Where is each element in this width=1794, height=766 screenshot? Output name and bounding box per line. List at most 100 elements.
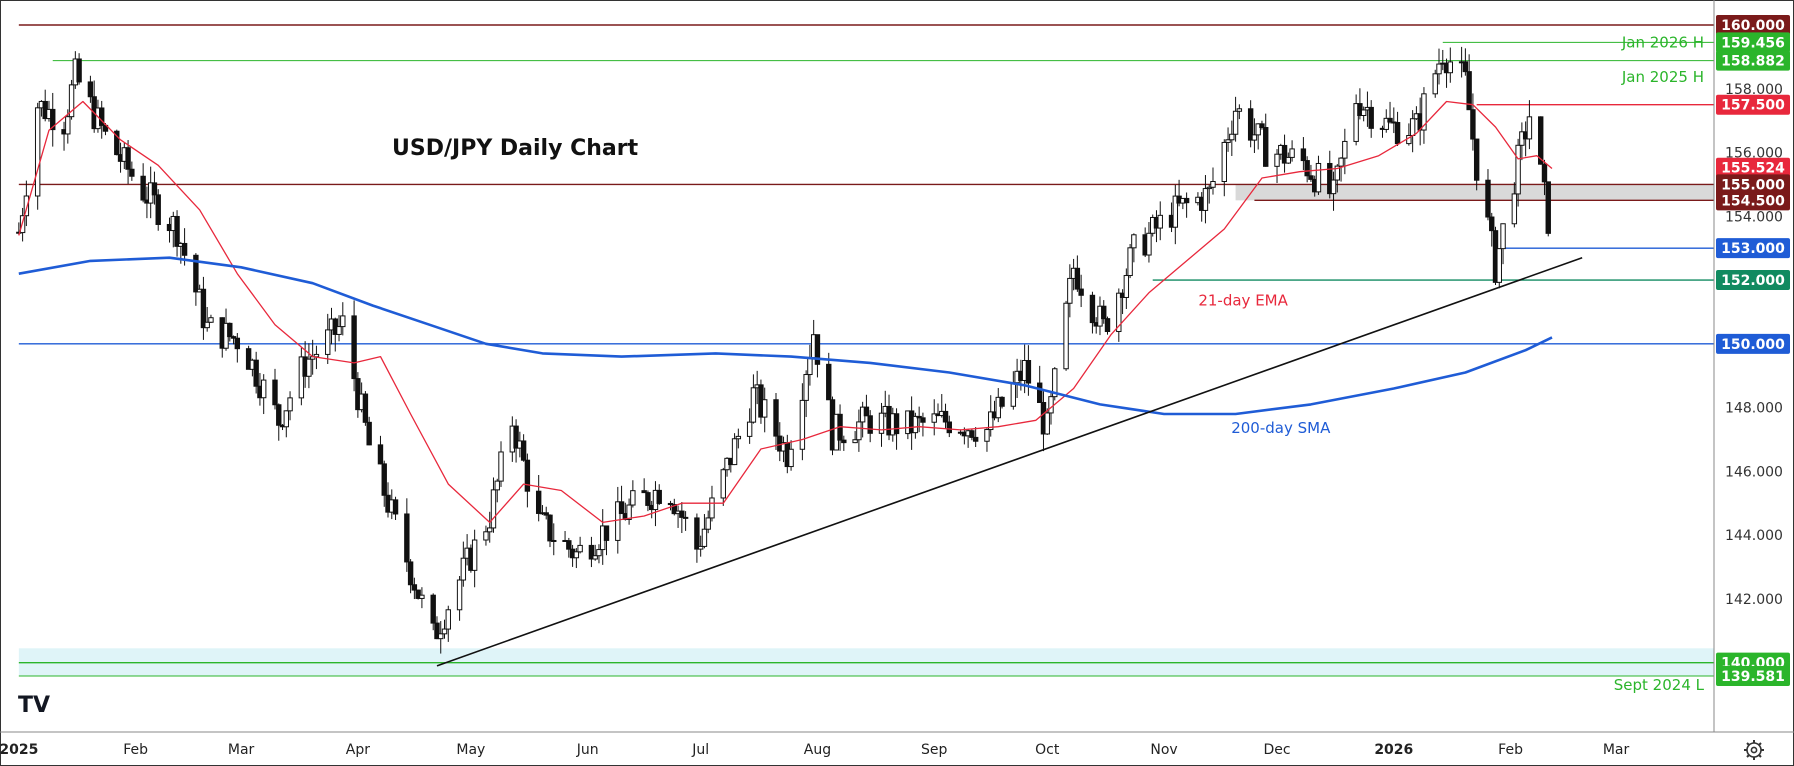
candle-body: [705, 517, 711, 530]
candle-body: [682, 516, 689, 519]
price-tag-label: 152.000: [1721, 273, 1785, 289]
time-tick-label: Mar: [1603, 742, 1630, 758]
annotation-label: Sept 2024 L: [1614, 676, 1705, 694]
candle-body: [946, 421, 952, 434]
candle-body: [298, 356, 305, 399]
settings-gear-icon[interactable]: [1744, 740, 1764, 760]
candle-body: [1037, 382, 1043, 403]
candle-body: [1025, 359, 1032, 384]
price-tick-label: 144.000: [1725, 528, 1783, 544]
candle-body: [1101, 305, 1107, 320]
time-tick-label: Dec: [1263, 742, 1290, 758]
candle-body: [1236, 108, 1243, 112]
candle-body: [694, 517, 700, 550]
price-tag: [1716, 333, 1790, 354]
candle-body: [253, 359, 259, 387]
candle-body: [1281, 144, 1288, 164]
candle-body: [1255, 123, 1261, 136]
price-tag-label: 160.000: [1721, 18, 1785, 34]
price-axis[interactable]: 158.000 156.000 154.000 148.000 146.000 144.0…: [1716, 15, 1790, 686]
candle-body: [826, 363, 832, 401]
candle-body: [1383, 117, 1389, 130]
candle-body: [1360, 109, 1367, 117]
candle-body: [1496, 248, 1502, 283]
candle-body: [788, 448, 794, 468]
candle-body: [381, 463, 387, 496]
candle-body: [487, 527, 493, 533]
candle-body: [471, 539, 478, 571]
candle-body: [1394, 122, 1401, 145]
candle-body: [878, 412, 885, 434]
candle-body: [893, 413, 900, 435]
candle-body: [814, 334, 821, 365]
time-tick-label: 2025: [0, 742, 38, 758]
time-axis[interactable]: 2025 Feb Mar Apr May Jun Jul Aug Sep Oct Nov Dec 202…: [0, 742, 1630, 758]
candle-body: [641, 490, 647, 494]
candle-body: [287, 397, 293, 412]
candle-body: [524, 459, 531, 492]
candle-body: [1063, 302, 1069, 370]
candle-body: [841, 439, 847, 444]
candle-body: [272, 379, 278, 406]
trendline-layer: [436, 256, 1583, 667]
candles-layer: [16, 46, 1551, 654]
candle-body: [720, 469, 726, 499]
candle-body: [1342, 140, 1348, 159]
candle-body: [193, 254, 199, 293]
candle-body: [1338, 157, 1344, 167]
price-tag-label: 158.882: [1721, 54, 1785, 70]
candle-body: [1300, 148, 1307, 162]
tradingview-logo-text: TV: [18, 693, 50, 718]
candle-body: [916, 415, 922, 419]
series-line-0: [18, 100, 1553, 524]
candle-body: [999, 396, 1005, 407]
candle-body: [1172, 195, 1179, 228]
price-tag-label: 150.000: [1721, 337, 1785, 353]
candle-body: [1232, 110, 1239, 135]
chart-title: USD/JPY Daily Chart: [392, 136, 639, 161]
candle-body: [404, 513, 410, 563]
price-tag: [1716, 32, 1790, 53]
candle-body: [573, 551, 580, 559]
candle-body: [1466, 71, 1472, 111]
time-tick-label: 2026: [1374, 742, 1413, 758]
price-tag: [1716, 270, 1790, 291]
price-tag-label: 153.000: [1721, 241, 1785, 257]
candle-body: [283, 410, 289, 428]
candle-body: [1304, 160, 1310, 177]
price-tag: [1716, 666, 1790, 686]
candle-body: [1206, 186, 1212, 190]
candle-body: [799, 399, 806, 450]
candle-body: [1334, 165, 1340, 181]
candle-body: [1515, 144, 1521, 195]
candle-body: [1489, 216, 1495, 232]
candle-body: [535, 490, 542, 514]
candle-body: [34, 107, 41, 197]
candle-body: [671, 504, 677, 515]
candle-body: [362, 393, 369, 423]
candle-body: [430, 594, 436, 624]
candle-body: [852, 439, 858, 444]
candle-body: [1116, 292, 1122, 333]
candle-body: [984, 429, 990, 442]
tradingview-logo[interactable]: TV: [18, 693, 50, 718]
candle-body: [1210, 181, 1216, 188]
candle-body: [438, 633, 444, 640]
candle-body: [566, 540, 572, 550]
candle-body: [995, 396, 1001, 419]
price-tag-label: 155.000: [1721, 177, 1785, 193]
candle-body: [377, 444, 384, 465]
candle-body: [490, 489, 497, 529]
candle-body: [626, 504, 632, 520]
candle-body: [543, 512, 549, 516]
candle-body: [1315, 162, 1322, 193]
candle-body: [1131, 234, 1137, 249]
price-tag: [1716, 238, 1790, 259]
candle-body: [140, 175, 146, 201]
candle-body: [520, 440, 527, 461]
candle-body: [245, 348, 252, 370]
candle-body: [513, 425, 519, 449]
candle-body: [208, 317, 214, 323]
